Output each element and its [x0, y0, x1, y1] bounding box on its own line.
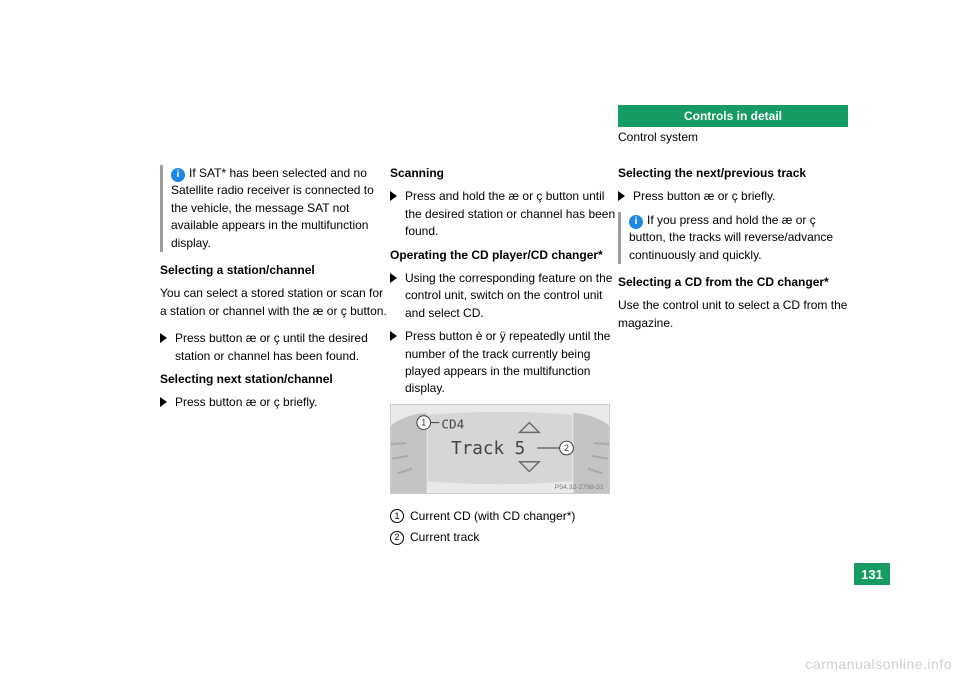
multifunction-display-figure: CD4 Track 5 1 2 P54.32-2798-31: [390, 404, 610, 494]
column-1: iIf SAT* has been selected and no Satell…: [160, 165, 390, 418]
bullet-text: Press button æ or ç until the desired st…: [175, 330, 390, 365]
info-text: iIf SAT* has been selected and no Satell…: [171, 165, 390, 252]
subhead-next-station: Selecting next station/channel: [160, 371, 390, 388]
header-band: Controls in detail: [618, 105, 848, 127]
callout-label: Current CD (with CD changer*): [410, 508, 575, 525]
triangle-bullet-icon: [160, 397, 167, 407]
subhead-scanning: Scanning: [390, 165, 620, 182]
select-station-body: You can select a stored station or scan …: [160, 286, 387, 317]
svg-text:P54.32-2798-31: P54.32-2798-31: [555, 484, 604, 491]
info-note-2: iIf you press and hold the æ or ç button…: [618, 212, 848, 264]
bullet-cd-1: Using the corresponding feature on the c…: [390, 270, 620, 322]
subhead-cd: Operating the CD player/CD changer*: [390, 247, 620, 264]
subhead-select-station: Selecting a station/channel: [160, 262, 390, 279]
callout-row-1: 1 Current CD (with CD changer*): [390, 508, 575, 525]
svg-text:CD4: CD4: [441, 416, 464, 431]
section-title: Control system: [618, 130, 698, 144]
bullet-text: Press button æ or ç briefly.: [633, 188, 776, 205]
para-cd-select: Use the control unit to select a CD from…: [618, 297, 848, 332]
triangle-bullet-icon: [160, 333, 167, 343]
callout-label: Current track: [410, 529, 479, 546]
callout-badge: 2: [390, 531, 404, 545]
manual-page: Controls in detail Control system iIf SA…: [70, 55, 890, 615]
info-text: iIf you press and hold the æ or ç button…: [629, 212, 848, 264]
bullet-text: Press and hold the æ or ç button until t…: [405, 188, 620, 240]
triangle-bullet-icon: [390, 273, 397, 283]
triangle-bullet-icon: [618, 191, 625, 201]
info-body: If you press and hold the æ or ç button,…: [629, 213, 833, 262]
svg-text:1: 1: [421, 417, 426, 427]
bullet-cd-2: Press button è or ÿ repeatedly until the…: [390, 328, 620, 398]
page-number-badge: 131: [854, 563, 890, 585]
info-body: If SAT* has been selected and no Satelli…: [171, 166, 374, 250]
info-bar: [618, 212, 621, 264]
triangle-bullet-icon: [390, 191, 397, 201]
bullet-next-track: Press button æ or ç briefly.: [618, 188, 848, 205]
callout-badge: 1: [390, 509, 404, 523]
bullet-text: Press button æ or ç briefly.: [175, 394, 318, 411]
bullet-scanning: Press and hold the æ or ç button until t…: [390, 188, 620, 240]
display-svg: CD4 Track 5 1 2 P54.32-2798-31: [391, 405, 609, 493]
svg-text:Track 5: Track 5: [451, 439, 525, 459]
info-icon: i: [171, 168, 185, 182]
column-3: Selecting the next/previous track Press …: [618, 165, 848, 342]
triangle-bullet-icon: [390, 331, 397, 341]
info-icon: i: [629, 215, 643, 229]
watermark: carmanualsonline.info: [805, 656, 952, 672]
info-bar: [160, 165, 163, 252]
header-band-label: Controls in detail: [684, 109, 782, 123]
subhead-cd-select: Selecting a CD from the CD changer*: [618, 274, 848, 291]
bullet-next-station: Press button æ or ç briefly.: [160, 394, 390, 411]
page-number: 131: [861, 567, 883, 582]
subhead-next-track: Selecting the next/previous track: [618, 165, 848, 182]
svg-text:2: 2: [564, 443, 569, 453]
bullet-select-station: Press button æ or ç until the desired st…: [160, 330, 390, 365]
info-note: iIf SAT* has been selected and no Satell…: [160, 165, 390, 252]
column-2: Scanning Press and hold the æ or ç butto…: [390, 165, 620, 546]
para-select-station: You can select a stored station or scan …: [160, 285, 390, 320]
callout-row-2: 2 Current track: [390, 529, 479, 546]
bullet-text: Press button è or ÿ repeatedly until the…: [405, 328, 620, 398]
bullet-text: Using the corresponding feature on the c…: [405, 270, 620, 322]
